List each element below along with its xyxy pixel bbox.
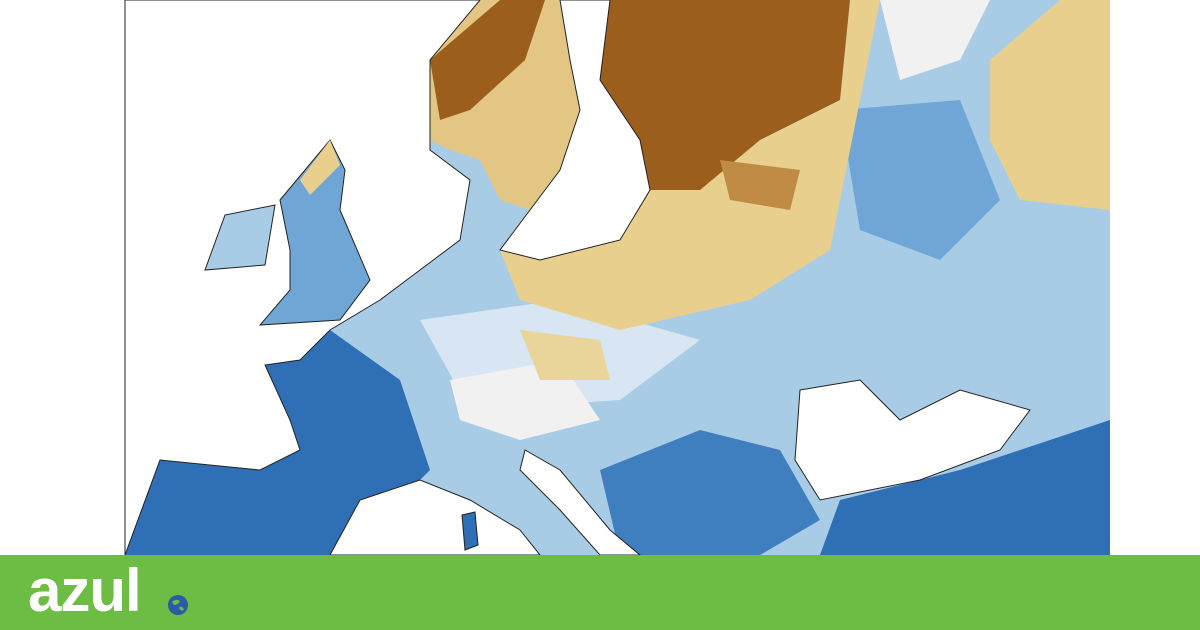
black-sea bbox=[794, 379, 1031, 501]
scotland-dry bbox=[300, 140, 340, 195]
baltic-sea bbox=[499, 0, 651, 261]
iberia-france-wet bbox=[125, 330, 430, 555]
climate-map bbox=[124, 0, 1200, 555]
corsica bbox=[461, 511, 479, 551]
globe-land bbox=[172, 599, 184, 611]
great-britain bbox=[258, 139, 371, 326]
right-margin bbox=[1110, 0, 1200, 555]
logo-globe bbox=[168, 595, 188, 615]
anatolia-wet bbox=[820, 420, 1110, 555]
finland-very-dry bbox=[600, 0, 850, 190]
germany-dry bbox=[520, 330, 610, 380]
adriatic-sea bbox=[519, 449, 641, 555]
russia-wet bbox=[840, 100, 1000, 260]
balkans-wet bbox=[600, 430, 820, 555]
ireland bbox=[204, 204, 276, 271]
urals-dry bbox=[990, 0, 1110, 210]
north-neutral bbox=[880, 0, 990, 80]
mediterranean-sea bbox=[329, 479, 541, 555]
east-europe-dry bbox=[500, 0, 880, 330]
baltic-dry bbox=[720, 160, 800, 210]
brand-logo[interactable]: azul bbox=[28, 557, 142, 624]
brand-banner: azul bbox=[0, 555, 1200, 630]
globe-circle bbox=[168, 595, 188, 615]
norway-very-dry bbox=[430, 0, 545, 120]
